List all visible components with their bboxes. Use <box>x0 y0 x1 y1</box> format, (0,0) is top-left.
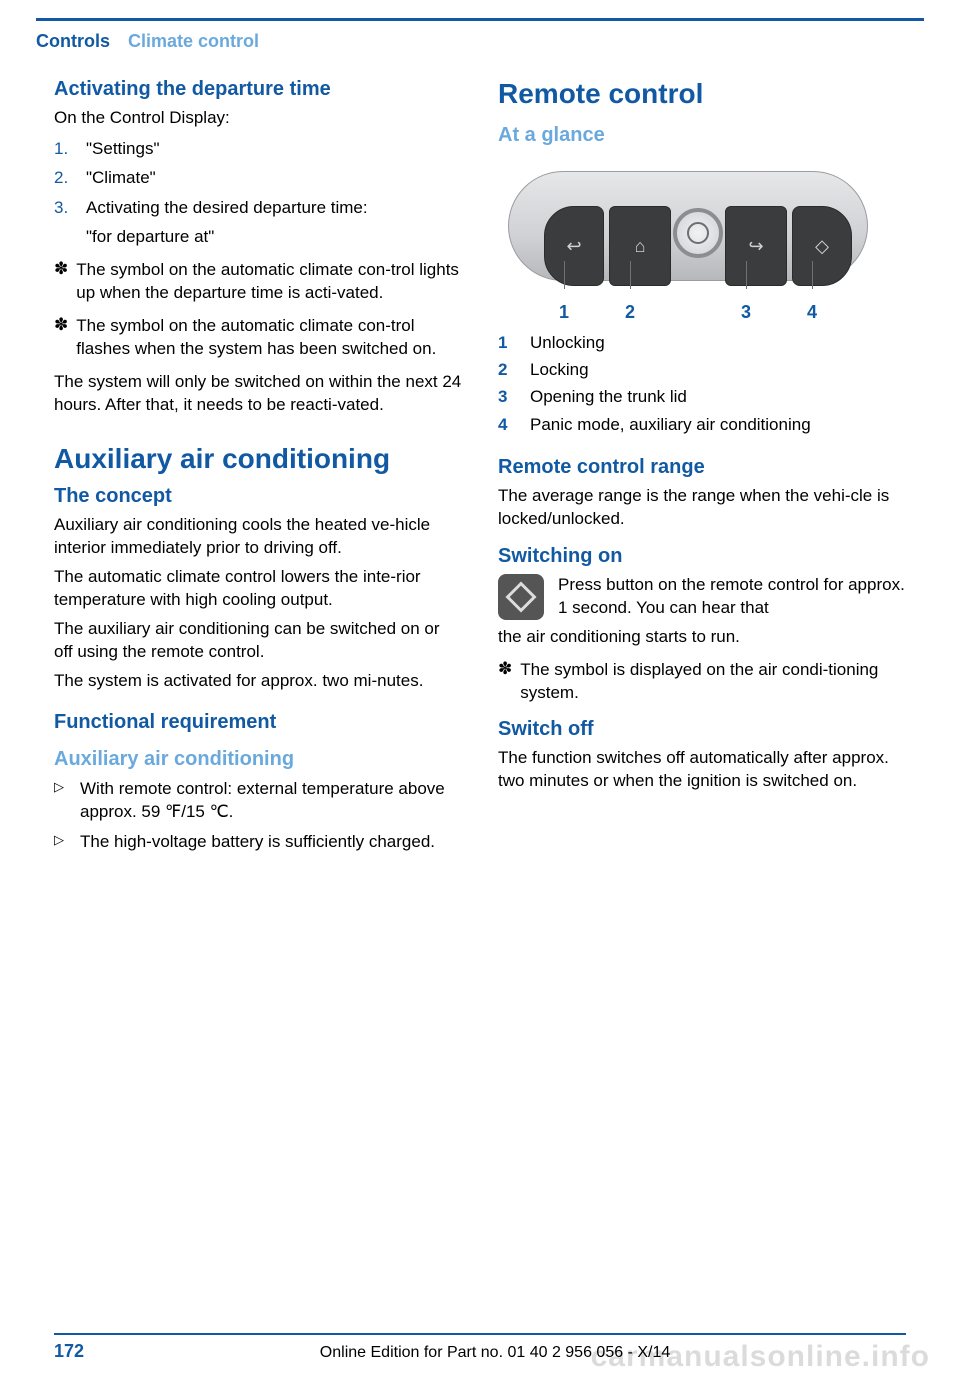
fan-text: The symbol is displayed on the air condi… <box>520 659 906 705</box>
callout-1: 1 <box>559 302 569 323</box>
legend-row: 2 Locking <box>498 356 906 383</box>
concept-p1: Auxiliary air conditioning cools the hea… <box>54 514 462 560</box>
heading-auxiliary: Auxiliary air conditioning <box>54 443 462 475</box>
keyfob-logo <box>673 208 723 258</box>
step-num: 1. <box>54 136 76 162</box>
key-legend: 1 Unlocking 2 Locking 3 Opening the trunk l… <box>498 329 906 438</box>
switch-off-text: The function switches off automatically … <box>498 747 906 793</box>
left-column: Activating the departure time On the Con… <box>54 78 462 860</box>
lock-icon: ⌂ <box>610 207 670 285</box>
callout-line <box>812 261 813 289</box>
steps-list: 1. "Settings" 2. "Climate" 3. Activating… <box>54 136 462 221</box>
tab-climate: Climate control <box>128 31 259 52</box>
heading-concept: The concept <box>54 485 462 508</box>
keyfob-logo-inner <box>687 222 709 244</box>
unlock-icon: ↩ <box>545 207 603 285</box>
step-1: 1. "Settings" <box>54 136 462 162</box>
diamond-button-icon <box>498 574 544 620</box>
footer-edition: Online Edition for Part no. 01 40 2 956 … <box>84 1344 906 1362</box>
req-text: With remote control: external temperatur… <box>80 777 462 825</box>
callout-4: 4 <box>807 302 817 323</box>
fan-icon: ✽ <box>498 659 512 679</box>
bullet-icon: ▷ <box>54 777 70 825</box>
header-tabs: Controls Climate control <box>0 21 960 60</box>
keyfob-body: ↩ ⌂ ↪ ◇ <box>508 171 868 281</box>
press-text-lead: Press button on the remote control for a… <box>558 574 906 620</box>
step-text: "Climate" <box>86 165 462 191</box>
req-2: ▷ The high-voltage battery is sufficient… <box>54 830 462 854</box>
keyfob-button-1: ↩ <box>544 206 604 286</box>
legend-row: 4 Panic mode, auxiliary air conditioning <box>498 411 906 438</box>
fan-note-2: ✽ The symbol on the automatic climate co… <box>54 315 462 361</box>
legend-num: 1 <box>498 329 516 356</box>
callouts: 1 2 3 4 <box>498 289 878 323</box>
after-note: The system will only be switched on with… <box>54 371 462 417</box>
keyfob-button-4: ◇ <box>792 206 852 286</box>
press-row: Press button on the remote control for a… <box>498 574 906 620</box>
fan-icon: ✽ <box>54 315 68 335</box>
concept-p3: The auxiliary air conditioning can be sw… <box>54 618 462 664</box>
keyfob-figure: ↩ ⌂ ↪ ◇ 1 2 3 4 <box>498 153 878 323</box>
legend-text: Locking <box>530 356 589 383</box>
fan-note-on: ✽ The symbol is displayed on the air con… <box>498 659 906 705</box>
keyfob-button-3: ↪ <box>725 206 787 286</box>
footer-rule <box>54 1333 906 1335</box>
heading-remote: Remote control <box>498 78 906 110</box>
fan-text: The symbol on the automatic climate con‐… <box>76 259 462 305</box>
callout-3: 3 <box>741 302 751 323</box>
step-num: 2. <box>54 165 76 191</box>
legend-row: 1 Unlocking <box>498 329 906 356</box>
legend-num: 2 <box>498 356 516 383</box>
keyfob-button-2: ⌂ <box>609 206 671 286</box>
requirements-list: ▷ With remote control: external temperat… <box>54 777 462 854</box>
right-column: Remote control At a glance ↩ ⌂ ↪ ◇ 1 <box>498 78 906 860</box>
subheading-aux: Auxiliary air conditioning <box>54 748 462 771</box>
subheading-glance: At a glance <box>498 124 906 147</box>
step-text: "Settings" <box>86 136 462 162</box>
concept-p4: The system is activated for approx. two … <box>54 670 462 693</box>
tab-controls: Controls <box>36 31 110 52</box>
legend-num: 3 <box>498 383 516 410</box>
fan-icon: ✽ <box>54 259 68 279</box>
bullet-icon: ▷ <box>54 830 70 854</box>
fan-note-1: ✽ The symbol on the automatic climate co… <box>54 259 462 305</box>
step-num: 3. <box>54 195 76 221</box>
heading-switch-off: Switch off <box>498 718 906 741</box>
press-text-tail: the air conditioning starts to run. <box>498 626 906 649</box>
step-3-sub: "for departure at" <box>86 226 462 249</box>
heading-funcreq: Functional requirement <box>54 711 462 734</box>
step-2: 2. "Climate" <box>54 165 462 191</box>
legend-text: Opening the trunk lid <box>530 383 687 410</box>
page: Controls Climate control Activating the … <box>0 18 960 1380</box>
range-text: The average range is the range when the … <box>498 485 906 531</box>
callout-line <box>564 261 565 289</box>
heading-activating: Activating the departure time <box>54 78 462 101</box>
fan-text: The symbol on the automatic climate con‐… <box>76 315 462 361</box>
callout-line <box>630 261 631 289</box>
legend-text: Panic mode, auxiliary air conditioning <box>530 411 811 438</box>
step-3: 3. Activating the desired departure time… <box>54 195 462 221</box>
trunk-icon: ↪ <box>726 207 786 285</box>
diamond-shape-icon <box>505 581 536 612</box>
footer: 172 Online Edition for Part no. 01 40 2 … <box>0 1333 960 1362</box>
legend-row: 3 Opening the trunk lid <box>498 383 906 410</box>
diamond-icon: ◇ <box>793 207 851 285</box>
callout-2: 2 <box>625 302 635 323</box>
step-text: Activating the desired departure time: <box>86 195 462 221</box>
lead-on-display: On the Control Display: <box>54 107 462 130</box>
legend-text: Unlocking <box>530 329 605 356</box>
heading-switch-on: Switching on <box>498 545 906 568</box>
concept-p2: The automatic climate control lowers the… <box>54 566 462 612</box>
footer-row: 172 Online Edition for Part no. 01 40 2 … <box>54 1341 906 1362</box>
req-1: ▷ With remote control: external temperat… <box>54 777 462 825</box>
legend-num: 4 <box>498 411 516 438</box>
content: Activating the departure time On the Con… <box>0 60 960 860</box>
callout-line <box>746 261 747 289</box>
page-number: 172 <box>54 1341 84 1362</box>
heading-range: Remote control range <box>498 456 906 479</box>
req-text: The high-voltage battery is sufficiently… <box>80 830 462 854</box>
